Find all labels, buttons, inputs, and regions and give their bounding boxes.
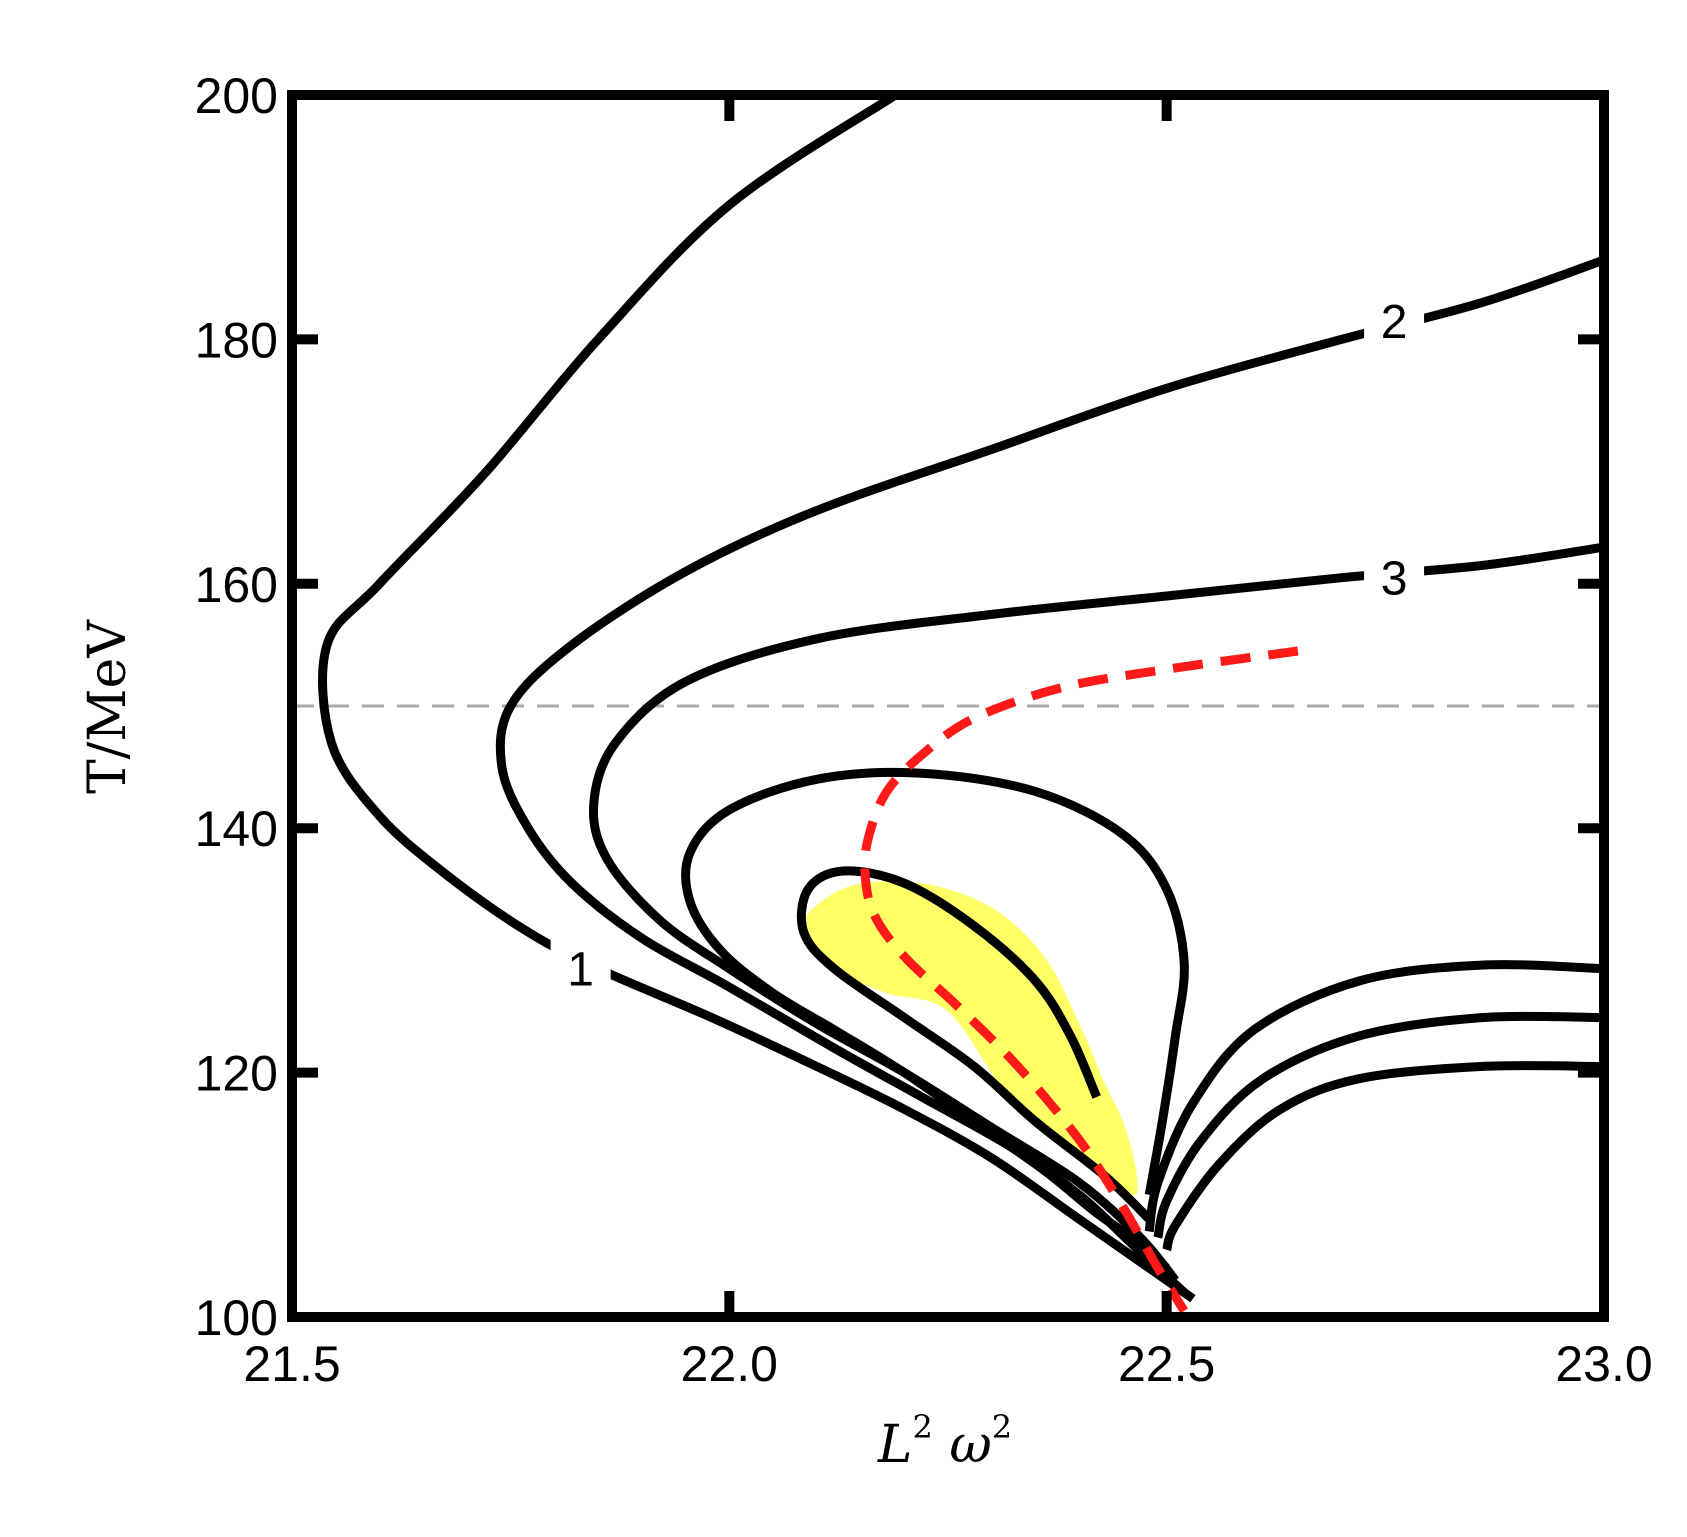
y-tick-label: 180 <box>195 312 278 368</box>
contour-label-2: 2 <box>1381 296 1408 349</box>
contour-line-1 <box>318 95 1196 1303</box>
contour-line-4 <box>681 767 1189 1272</box>
contour-line-8 <box>1162 1061 1604 1252</box>
x-tick-label: 22.5 <box>1118 1336 1215 1392</box>
highlight-region <box>801 880 1138 1195</box>
contour-line-6 <box>1144 960 1604 1233</box>
x-tick-label: 21.5 <box>243 1336 340 1392</box>
x-tick-label: 22.0 <box>681 1336 778 1392</box>
contour-label-gap <box>1364 287 1425 356</box>
y-axis-title: T/MeV <box>78 619 138 794</box>
contour-label-layer: 1 2 3 <box>550 287 1425 1003</box>
contour-label-1: 1 <box>567 944 594 997</box>
y-tick-label: 120 <box>195 1046 278 1102</box>
contour-line-7 <box>1153 1011 1604 1239</box>
contour-label-gap <box>1364 543 1425 612</box>
x-axis-title-mid: ω <box>933 1415 992 1475</box>
y-tick-label: 200 <box>195 68 278 124</box>
plot-frame <box>287 90 1609 1322</box>
dashed-curve <box>860 646 1299 1314</box>
x-axis-title-sup2: 2 <box>992 1408 1012 1446</box>
contour-label-gap <box>550 934 611 1003</box>
y-tick-label: 140 <box>195 801 278 857</box>
contour-line-3 <box>588 542 1604 1284</box>
x-axis-title-sup1: 2 <box>912 1408 932 1446</box>
x-axis-title-main: L <box>877 1415 913 1475</box>
y-tick-label: 100 <box>195 1290 278 1346</box>
x-tick-label: 23.0 <box>1555 1336 1652 1392</box>
axes: 21.5 22.0 22.5 23.0 100 120 140 160 180 200 <box>195 68 1653 1392</box>
plot-area <box>292 95 1604 1314</box>
y-tick-label: 160 <box>195 557 278 613</box>
contour-label-3: 3 <box>1381 553 1408 606</box>
contour-line-2 <box>495 255 1604 1296</box>
contour-line-5 <box>796 866 1153 1223</box>
x-axis-title: L2 ω2 <box>877 1408 1012 1475</box>
